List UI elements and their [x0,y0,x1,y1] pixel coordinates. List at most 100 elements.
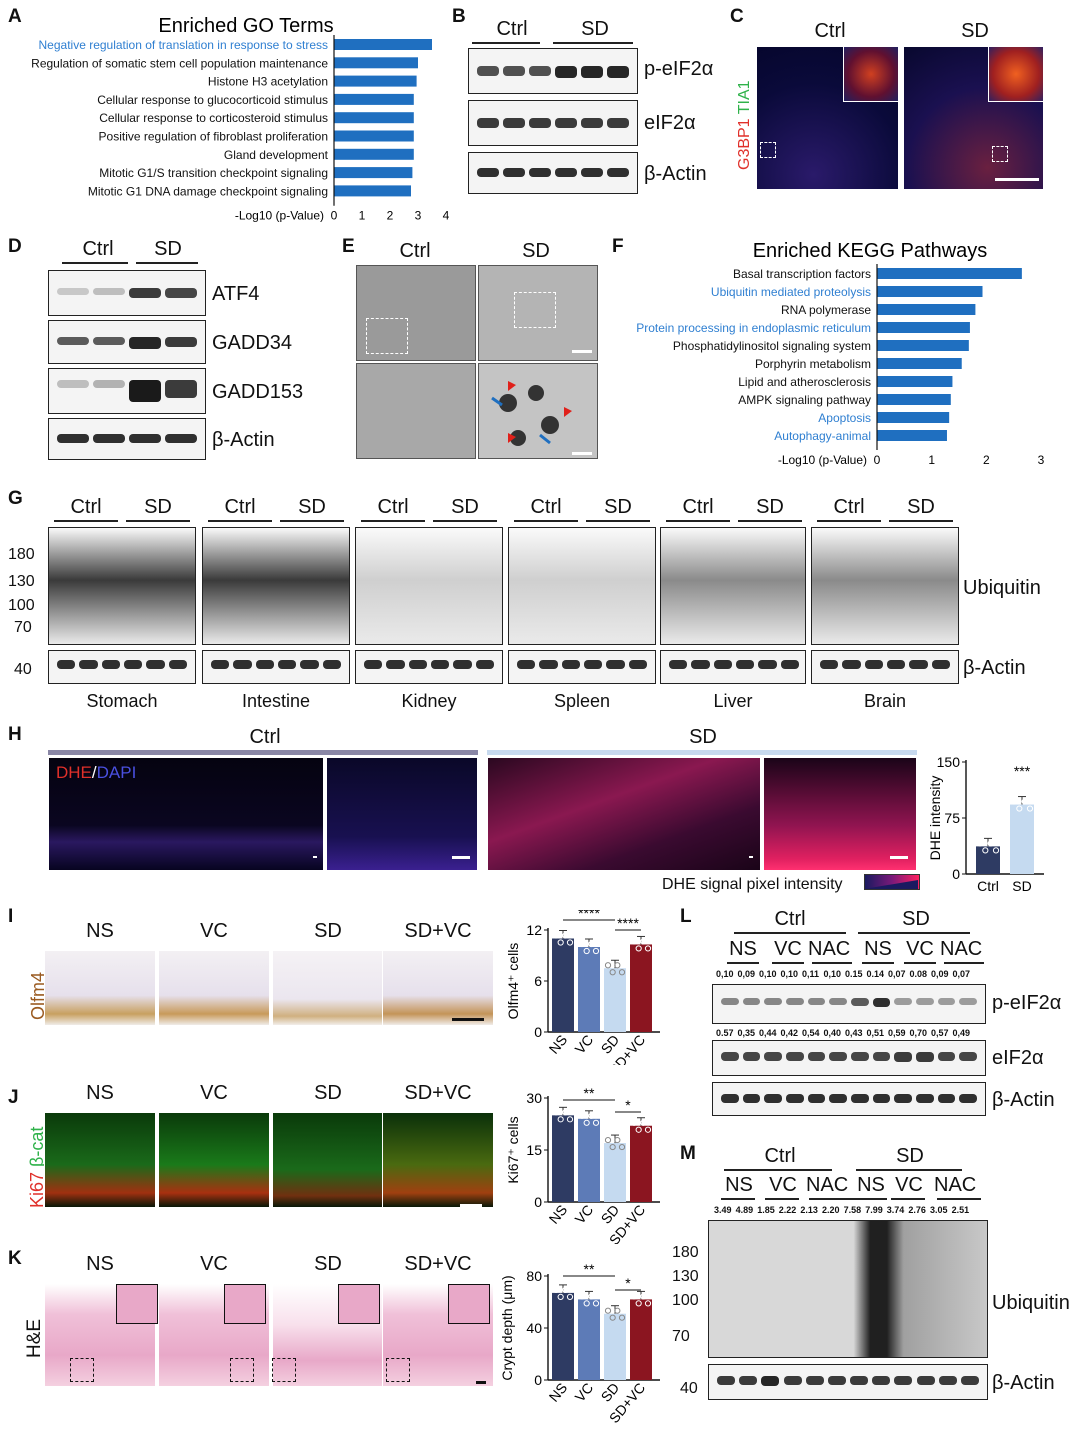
panel-d-letter: D [8,236,22,257]
x-tick-label: VC [572,1032,597,1057]
data-point [635,945,642,952]
panel-b-letter: B [452,6,466,27]
band [758,660,777,669]
underline [809,1198,853,1200]
row-label: Ubiquitin [992,1292,1070,1314]
band [233,660,252,669]
underline [727,962,759,964]
row-label: eIF2α [644,112,696,134]
mw-marker: 40 [14,661,32,678]
band [584,660,603,669]
band [165,380,197,398]
band [872,1052,891,1061]
data-point [557,1293,564,1301]
scale-bar [995,178,1039,181]
band [146,660,165,669]
category-label: Ubiquitin mediated proteolysis [711,285,871,299]
bar [334,39,432,50]
data-point [609,969,616,976]
band [475,660,494,669]
panel-f-letter: F [612,236,624,257]
data-point [562,932,569,939]
sig-label: ** [584,1085,595,1101]
row-label: β-Actin [963,657,1026,679]
data-point [592,1300,600,1307]
tick-label: 0 [952,866,960,882]
data-point [566,939,574,946]
quant-value: 0,07 [888,969,906,979]
band [851,1052,869,1061]
data-point [566,1116,574,1123]
bar [334,130,414,142]
sub-group: NAC [806,1174,849,1196]
data-point [609,1143,616,1151]
bar [877,394,951,405]
sig-label: *** [1014,763,1031,779]
tick-label: 0 [534,1024,542,1040]
olfm4-ns [44,950,156,1026]
band [517,660,536,669]
band [57,337,89,345]
scale-bar [890,856,908,859]
bar [1010,804,1034,874]
tick-label: 3 [1038,453,1045,467]
blot-ubiquitin-intestine [202,527,350,645]
quant-value: 1.85 [757,1205,775,1215]
inset [116,1284,158,1324]
category-label: Regulation of somatic stem cell populati… [31,56,328,70]
band [57,380,89,388]
band [829,1094,847,1103]
data-point [982,847,989,854]
group-sd: SD [961,20,989,42]
panel-l-letter: L [680,906,692,927]
tick-label: 15 [526,1142,542,1158]
category-label: Phosphatidylinositol signaling system [673,339,871,353]
data-point [578,1112,586,1119]
band [408,660,427,669]
band [124,660,143,669]
band [453,660,472,669]
band [894,1094,912,1103]
bar [877,358,962,369]
group-ctrl: Ctrl [377,496,409,518]
data-point [588,1112,595,1119]
stain-label: G3BP1 TIA1 [736,80,753,170]
band [555,66,577,78]
tick-label: 0 [874,453,881,467]
data-point [583,1300,590,1307]
data-point [640,1119,647,1126]
scale-bar [749,856,753,858]
scale-bar [452,1018,484,1021]
band [529,66,551,76]
band [300,660,319,669]
bar [604,1313,626,1380]
band [894,1376,913,1385]
data-point [992,847,1000,854]
data-point [592,1119,600,1126]
underline [666,520,730,522]
quant-value: 0.15 [845,969,863,979]
band [807,1094,826,1103]
data-point [604,962,612,969]
band [959,998,977,1005]
band [872,1376,891,1385]
band [129,337,161,349]
mw-marker: 70 [672,1328,690,1345]
tick-label: 2 [387,209,394,223]
quant-value: 0,10 [823,969,842,979]
group-ctrl: Ctrl [249,726,281,748]
band [93,288,125,295]
group-sd: SD [896,1145,924,1167]
band [937,1052,956,1061]
scale-bar [572,350,592,353]
tissue-label: Kidney [401,691,457,711]
group-sd: SD [581,18,609,40]
intensity-scale-label: DHE signal pixel intensity [662,876,843,893]
bar [877,286,983,297]
band [805,1376,824,1385]
category-label: Gland development [224,148,329,162]
band [739,1376,758,1385]
chart-title: Enriched GO Terms [158,15,333,37]
band [780,660,799,669]
sub-group: NAC [934,1174,977,1196]
